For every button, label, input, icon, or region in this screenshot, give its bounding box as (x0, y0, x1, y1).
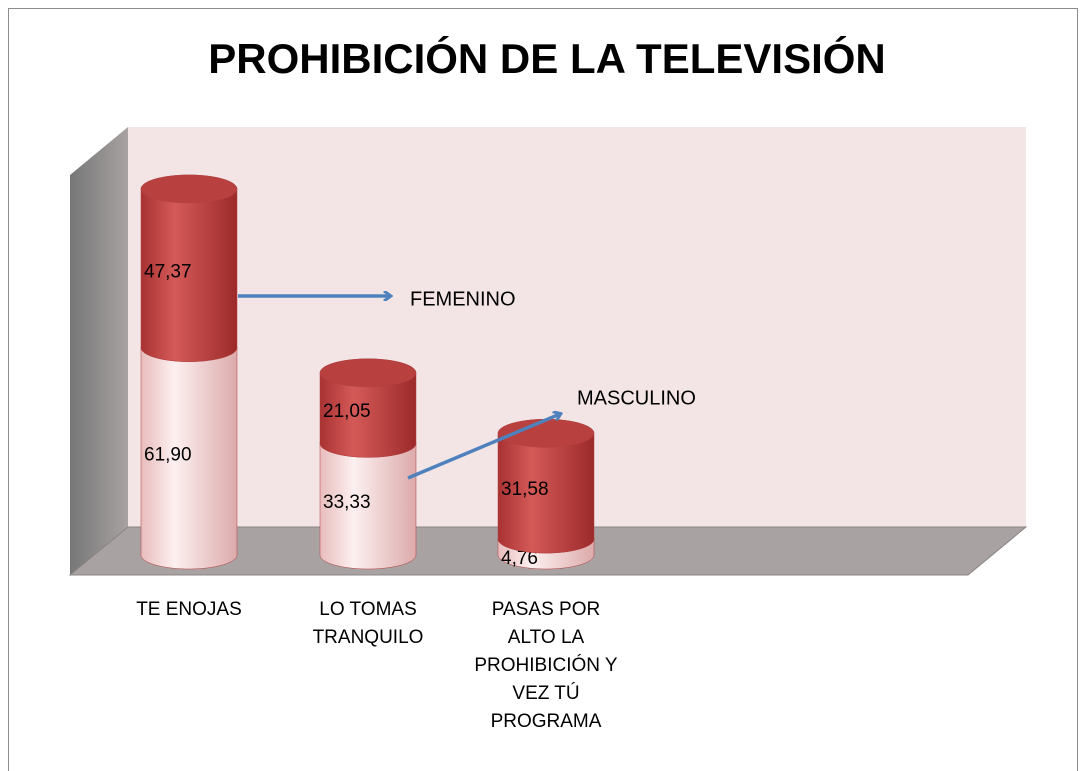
data-label: 31,58 (501, 479, 549, 500)
chart-title: PROHIBICIÓN DE LA TELEVISIÓN (208, 34, 886, 82)
data-label: 61,90 (144, 444, 192, 465)
side-wall (70, 127, 128, 575)
arrow (407, 414, 560, 480)
data-label: 47,37 (144, 261, 192, 282)
legend-label: MASCULINO (577, 387, 696, 409)
x-tick-label: PASAS POR ALTO LA PROHIBICIÓN Y VEZ TÚ P… (474, 599, 618, 732)
data-label: 4,76 (501, 548, 538, 569)
data-label: 21,05 (323, 401, 371, 422)
data-label: 33,33 (323, 492, 371, 513)
x-tick-label: TE ENOJAS (136, 599, 242, 620)
cylinder-cap (140, 174, 238, 204)
legend-label: FEMENINO (410, 288, 516, 310)
x-tick-label: LO TOMAS TRANQUILO (312, 599, 424, 648)
cylinder-cap (319, 358, 417, 388)
